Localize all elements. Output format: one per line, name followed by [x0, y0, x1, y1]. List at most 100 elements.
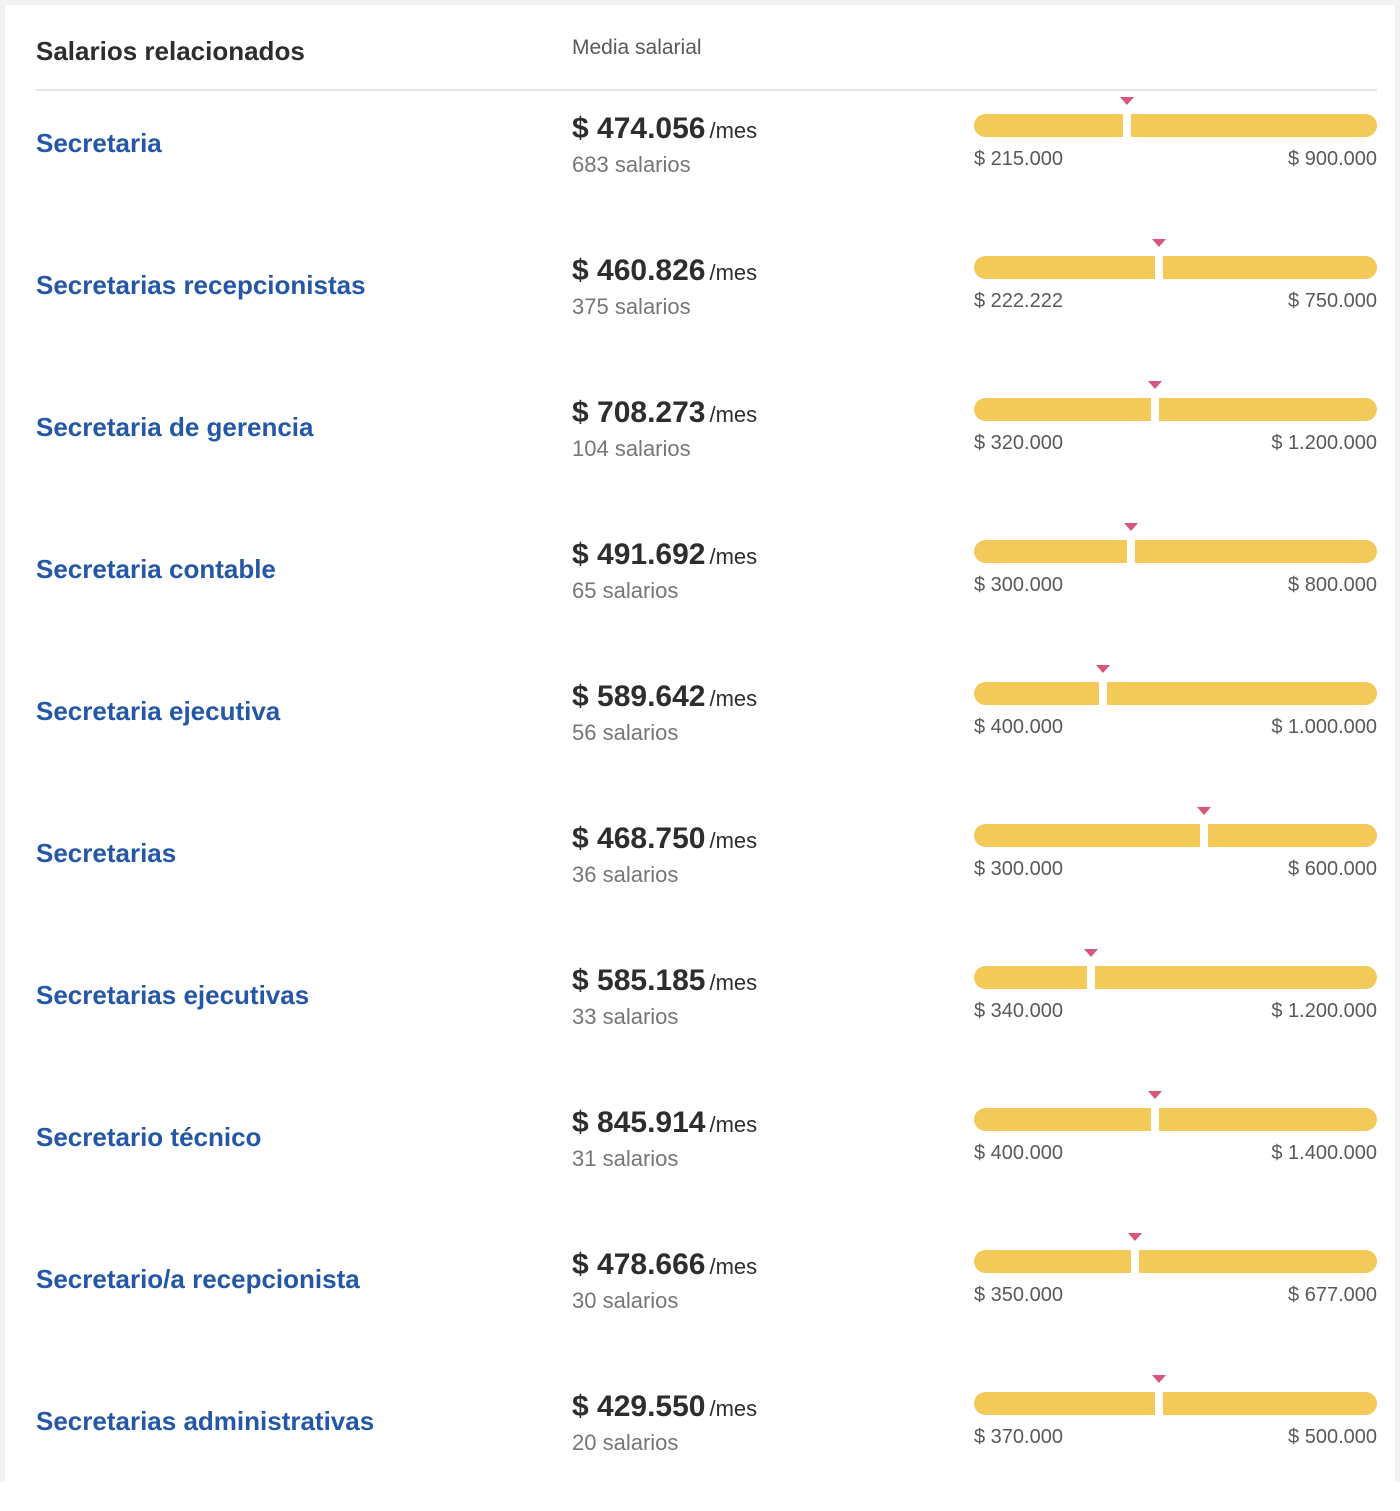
range-bar-divider	[1131, 1250, 1139, 1273]
job-title-link[interactable]: Secretarias recepcionistas	[36, 270, 366, 300]
range-min-label: $ 400.000	[974, 716, 1063, 738]
salary-period: /mes	[709, 260, 758, 285]
average-salary: $ 585.185/mes	[572, 964, 757, 998]
job-title-link[interactable]: Secretaria de gerencia	[36, 412, 314, 442]
range-bar-divider	[1099, 682, 1107, 705]
job-title-link[interactable]: Secretario/a recepcionista	[36, 1264, 360, 1294]
average-salary: $ 708.273/mes	[572, 396, 757, 430]
range-bar	[974, 966, 1377, 989]
range-max-label: $ 900.000	[1288, 148, 1377, 170]
range-bar	[974, 398, 1377, 421]
salary-range: $ 300.000 $ 800.000	[974, 517, 1377, 659]
job-title-link[interactable]: Secretarias administrativas	[36, 1406, 375, 1436]
salary-range: $ 400.000 $ 1.400.000	[974, 1085, 1377, 1227]
average-salary: $ 474.056/mes	[572, 112, 757, 146]
salary-amount: $ 491.692	[572, 538, 706, 571]
range-max-label: $ 1.000.000	[1271, 716, 1377, 738]
salary-row: Secretaria contable $ 491.692/mes 65 sal…	[36, 517, 1377, 659]
range-min-label: $ 350.000	[974, 1284, 1063, 1306]
average-marker-icon	[1096, 665, 1110, 673]
salary-amount: $ 585.185	[572, 964, 706, 997]
salary-amount: $ 460.826	[572, 254, 706, 287]
salary-row: Secretarias recepcionistas $ 460.826/mes…	[36, 233, 1377, 375]
job-title-link[interactable]: Secretarias ejecutivas	[36, 980, 310, 1010]
job-title-link[interactable]: Secretaria contable	[36, 554, 276, 584]
salary-amount: $ 468.750	[572, 822, 706, 855]
range-max-label: $ 600.000	[1288, 858, 1377, 880]
average-marker-icon	[1120, 97, 1134, 105]
salary-row: Secretario técnico $ 845.914/mes 31 sala…	[36, 1085, 1377, 1227]
column-label-average-salary: Media salarial	[572, 36, 702, 59]
average-salary: $ 429.550/mes	[572, 1390, 757, 1424]
job-title-link[interactable]: Secretaria ejecutiva	[36, 696, 281, 726]
range-min-label: $ 300.000	[974, 858, 1063, 880]
range-bar	[974, 114, 1377, 137]
range-bar	[974, 682, 1377, 705]
salary-count: 33 salarios	[572, 1004, 679, 1029]
salary-amount: $ 708.273	[572, 396, 706, 429]
salary-range: $ 370.000 $ 500.000	[974, 1369, 1377, 1511]
salary-range: $ 320.000 $ 1.200.000	[974, 375, 1377, 517]
salary-row: Secretaria $ 474.056/mes 683 salarios $ …	[36, 91, 1377, 233]
salary-count: 104 salarios	[572, 436, 691, 461]
salary-period: /mes	[709, 828, 758, 853]
job-title-link[interactable]: Secretario técnico	[36, 1122, 262, 1152]
salary-row: Secretarias ejecutivas $ 585.185/mes 33 …	[36, 943, 1377, 1085]
range-min-label: $ 222.222	[974, 290, 1063, 312]
average-salary: $ 589.642/mes	[572, 680, 757, 714]
salary-period: /mes	[709, 1112, 758, 1137]
salary-row: Secretaria de gerencia $ 708.273/mes 104…	[36, 375, 1377, 517]
salary-count: 683 salarios	[572, 152, 691, 177]
job-title-link[interactable]: Secretarias	[36, 838, 177, 868]
average-marker-icon	[1148, 1091, 1162, 1099]
range-bar	[974, 1250, 1377, 1273]
range-min-label: $ 370.000	[974, 1426, 1063, 1448]
salary-count: 31 salarios	[572, 1146, 679, 1171]
salary-amount: $ 429.550	[572, 1390, 706, 1423]
salary-count: 36 salarios	[572, 862, 679, 887]
range-bar-divider	[1127, 540, 1135, 563]
salary-count: 65 salarios	[572, 578, 679, 603]
salary-period: /mes	[709, 402, 758, 427]
range-bar-divider	[1123, 114, 1131, 137]
salary-range: $ 215.000 $ 900.000	[974, 91, 1377, 233]
average-salary: $ 460.826/mes	[572, 254, 757, 288]
average-salary: $ 491.692/mes	[572, 538, 757, 572]
salary-row: Secretaria ejecutiva $ 589.642/mes 56 sa…	[36, 659, 1377, 801]
salary-count: 30 salarios	[572, 1288, 679, 1313]
range-bar-divider	[1087, 966, 1095, 989]
range-min-label: $ 300.000	[974, 574, 1063, 596]
salary-period: /mes	[709, 544, 758, 569]
average-marker-icon	[1128, 1233, 1142, 1241]
salary-period: /mes	[709, 1254, 758, 1279]
table-header: Salarios relacionados Media salarial	[36, 5, 1377, 91]
range-bar-divider	[1155, 1392, 1163, 1415]
range-bar-divider	[1200, 824, 1208, 847]
salary-range: $ 400.000 $ 1.000.000	[974, 659, 1377, 801]
average-marker-icon	[1084, 949, 1098, 957]
average-marker-icon	[1148, 381, 1162, 389]
average-marker-icon	[1152, 239, 1166, 247]
average-salary: $ 468.750/mes	[572, 822, 757, 856]
salary-amount: $ 589.642	[572, 680, 706, 713]
salary-amount: $ 474.056	[572, 112, 706, 145]
salary-amount: $ 845.914	[572, 1106, 706, 1139]
range-max-label: $ 1.200.000	[1271, 432, 1377, 454]
range-max-label: $ 500.000	[1288, 1426, 1377, 1448]
job-title-link[interactable]: Secretaria	[36, 128, 162, 158]
range-max-label: $ 1.400.000	[1271, 1142, 1377, 1164]
salary-range: $ 222.222 $ 750.000	[974, 233, 1377, 375]
salary-amount: $ 478.666	[572, 1248, 706, 1281]
range-max-label: $ 750.000	[1288, 290, 1377, 312]
range-min-label: $ 320.000	[974, 432, 1063, 454]
range-bar	[974, 1108, 1377, 1131]
range-bar	[974, 1392, 1377, 1415]
salary-period: /mes	[709, 686, 758, 711]
salary-range: $ 340.000 $ 1.200.000	[974, 943, 1377, 1085]
salary-period: /mes	[709, 118, 758, 143]
salary-list: Secretaria $ 474.056/mes 683 salarios $ …	[36, 91, 1377, 1511]
salary-row: Secretarias $ 468.750/mes 36 salarios $ …	[36, 801, 1377, 943]
salary-range: $ 300.000 $ 600.000	[974, 801, 1377, 943]
salary-row: Secretarias administrativas $ 429.550/me…	[36, 1369, 1377, 1511]
